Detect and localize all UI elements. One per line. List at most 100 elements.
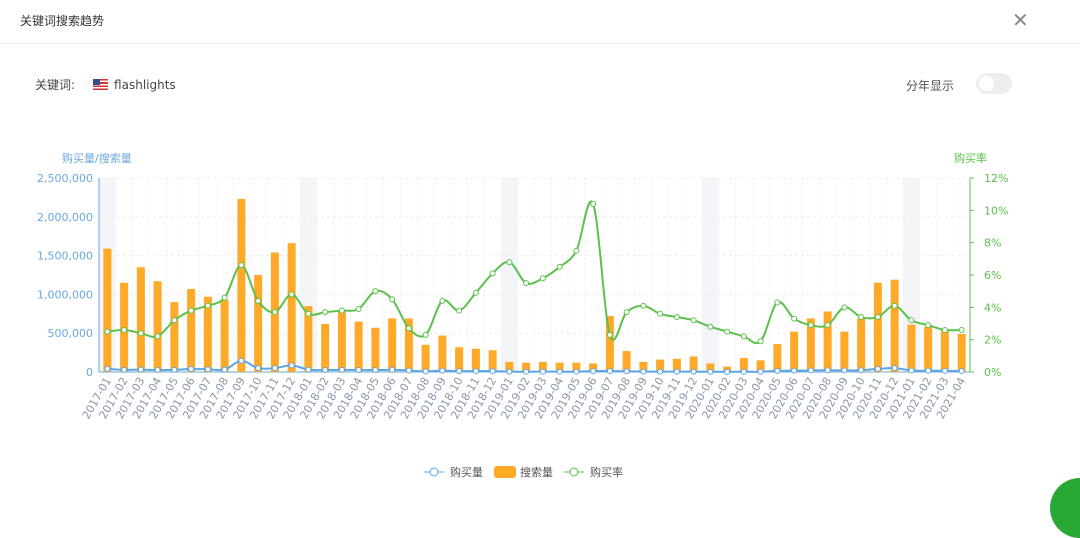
rate-point (472, 289, 479, 296)
purchase-point (489, 368, 496, 375)
year-band (501, 178, 518, 372)
bar-search (287, 243, 296, 372)
rate-point (422, 331, 429, 338)
rate-point (439, 297, 446, 304)
purchase-point (255, 365, 262, 372)
purchase-point (204, 366, 211, 373)
bar-search (840, 331, 849, 372)
y-tick-label: 1,500,000 (37, 250, 93, 263)
year-toggle-switch[interactable] (976, 73, 1012, 94)
y-tick-label: 500,000 (48, 327, 94, 340)
y2-tick-label: 12% (984, 172, 1008, 185)
bar-search (438, 335, 447, 372)
rate-point (874, 314, 881, 321)
purchase-line (107, 359, 962, 373)
bar-search (337, 309, 346, 372)
bar-search (421, 344, 430, 372)
bar-search (203, 296, 212, 372)
bar-search (455, 347, 464, 372)
y-tick-label: 0 (86, 366, 93, 379)
rate-point (590, 200, 597, 207)
bar-search (471, 348, 480, 372)
close-icon[interactable]: ✕ (1012, 8, 1029, 32)
rate-point (221, 294, 228, 301)
rate-point (288, 291, 295, 298)
rate-point (305, 310, 312, 317)
legend-search-icon (494, 466, 516, 478)
rate-line (107, 200, 962, 345)
trend-chart: 购买量/搜索量 购买率 0 500,000 1,000,000 1,500,000 2,… (37, 151, 1008, 479)
purchase-point (841, 367, 848, 374)
purchase-point (958, 367, 965, 374)
rate-point (238, 262, 245, 269)
purchase-point (506, 368, 513, 375)
rate-point (188, 307, 195, 314)
rate-point (523, 280, 530, 287)
bar-search (254, 275, 263, 372)
legend-purchase: 购买量 (450, 465, 483, 479)
purchase-point (740, 368, 747, 375)
toggle-knob (979, 76, 994, 91)
bar-search (505, 361, 514, 372)
purchase-point (925, 367, 932, 374)
purchase-point (137, 366, 144, 373)
y2-tick-label: 6% (984, 269, 1001, 282)
y-tick-label: 1,000,000 (37, 288, 93, 301)
y2-tick-label: 8% (984, 237, 1001, 250)
bar-search (957, 333, 966, 372)
bar-search (522, 362, 531, 372)
purchase-point (154, 367, 161, 374)
purchase-point (305, 366, 312, 373)
purchase-point (221, 366, 228, 373)
rate-point (573, 247, 580, 254)
purchase-point (724, 368, 731, 375)
purchase-point (523, 368, 530, 375)
purchase-point (673, 368, 680, 375)
y2-axis-label: 购买率 (954, 151, 987, 165)
rate-point (858, 314, 865, 321)
y-tick-label: 2,500,000 (37, 172, 93, 185)
rate-point (539, 275, 546, 282)
purchase-point (807, 367, 814, 374)
rate-point (958, 326, 965, 333)
rate-point (489, 270, 496, 277)
bar-search (187, 288, 196, 372)
purchase-point (322, 367, 329, 374)
rate-point (506, 259, 513, 266)
bar-search (304, 306, 313, 372)
bar-search (622, 351, 631, 372)
bar-search (672, 358, 681, 372)
purchase-point (657, 368, 664, 375)
keyword-value: flashlights (114, 77, 176, 92)
keyword-row: 关键词: flashlights (35, 76, 176, 93)
bar-search (806, 318, 815, 372)
year-band (903, 178, 920, 372)
rate-point (322, 309, 329, 316)
rate-point (774, 299, 781, 306)
rate-point (271, 309, 278, 316)
rate-point (891, 302, 898, 309)
purchase-point (456, 368, 463, 375)
y-axis-label: 购买量/搜索量 (62, 151, 132, 165)
year-toggle-label: 分年显示 (906, 79, 955, 93)
bar-search (689, 356, 698, 372)
y2-tick-label: 4% (984, 301, 1001, 314)
purchase-point (355, 367, 362, 374)
dialog-header: 关键词搜索趋势 ✕ (0, 0, 1080, 44)
purchase-point (640, 368, 647, 375)
purchase-point (573, 368, 580, 375)
bar-search (354, 321, 363, 372)
bar-search (739, 358, 748, 372)
rate-point (941, 326, 948, 333)
bar-search (773, 344, 782, 372)
purchase-point (271, 365, 278, 372)
rate-point (606, 331, 613, 338)
rate-point (657, 310, 664, 317)
bar-search (823, 311, 832, 372)
purchase-point (238, 357, 245, 364)
bar-search (857, 318, 866, 372)
rate-point (121, 326, 128, 333)
bar-search (639, 361, 648, 372)
bar-search (924, 326, 933, 372)
rate-point (137, 330, 144, 337)
